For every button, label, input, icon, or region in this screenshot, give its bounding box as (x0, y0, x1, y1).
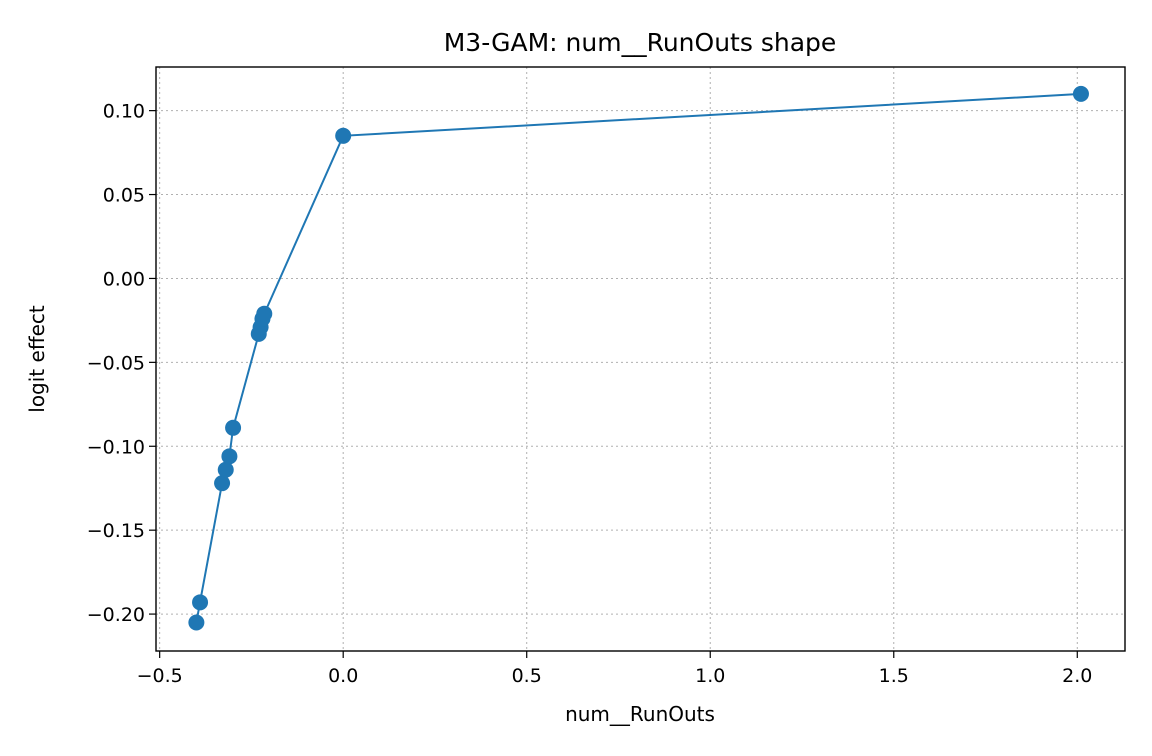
chart-title: M3-GAM: num__RunOuts shape (444, 28, 837, 57)
y-tick-label: −0.20 (87, 604, 145, 626)
plot-frame (155, 66, 1126, 652)
x-tick-label: 0.5 (512, 665, 542, 687)
y-tick-label: 0.00 (103, 268, 145, 290)
x-axis-label: num__RunOuts (565, 702, 715, 726)
series-line (195, 92, 1082, 623)
data-point (256, 305, 273, 322)
y-tick-label: −0.05 (87, 352, 145, 374)
data-point (217, 461, 234, 478)
y-tick-label: −0.10 (87, 436, 145, 458)
y-tick-label: 0.05 (103, 185, 145, 207)
data-point (1072, 85, 1089, 102)
y-tick-label: −0.15 (87, 520, 145, 542)
y-axis-ticks: −0.20 −0.15 −0.10 −0.05 0.00 0.05 0.10 (87, 101, 156, 626)
data-point (214, 475, 231, 492)
x-tick-label: −0.5 (137, 665, 183, 687)
x-axis-ticks: −0.5 0.0 0.5 1.0 1.5 2.0 (137, 651, 1092, 687)
y-axis-label: logit effect (25, 305, 49, 413)
x-tick-label: 2.0 (1062, 665, 1092, 687)
data-point (225, 419, 242, 436)
series-group (188, 85, 1089, 631)
data-point (335, 127, 352, 144)
y-tick-label: 0.10 (103, 101, 145, 123)
data-point (221, 448, 238, 465)
x-tick-label: 1.5 (879, 665, 909, 687)
x-tick-label: 0.0 (328, 665, 358, 687)
data-point (188, 614, 205, 631)
data-point (192, 594, 209, 611)
x-tick-label: 1.0 (695, 665, 725, 687)
